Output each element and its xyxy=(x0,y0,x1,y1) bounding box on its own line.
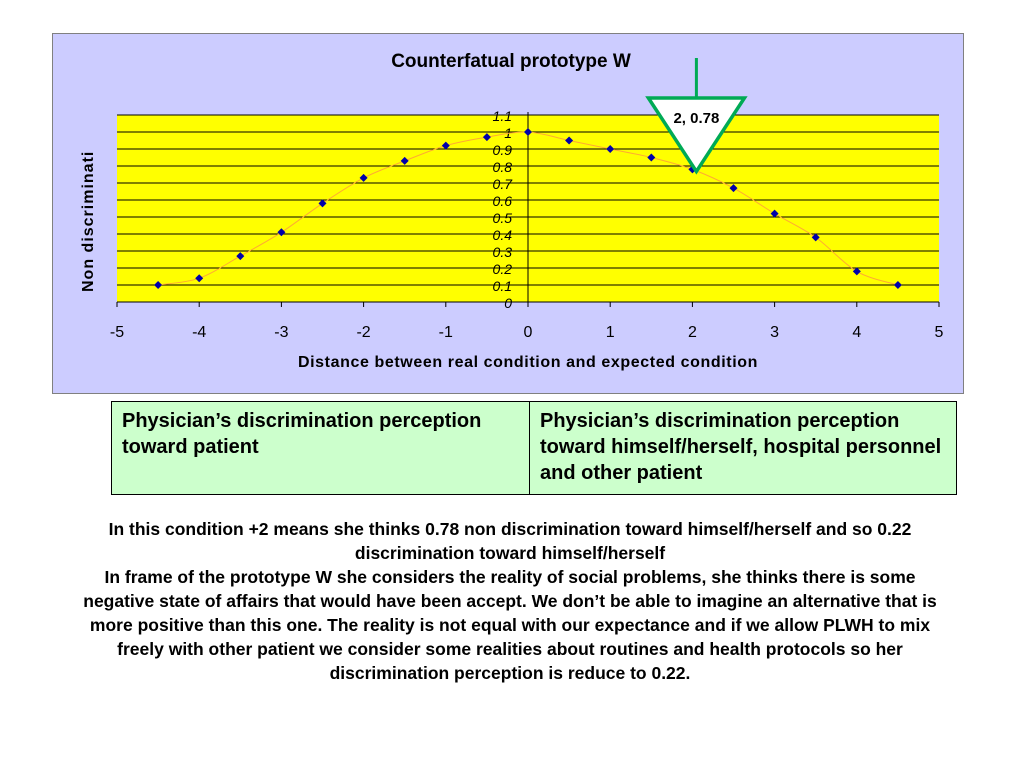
data-point xyxy=(647,153,656,162)
axes xyxy=(116,112,940,307)
x-tick-label: 0 xyxy=(524,324,533,341)
x-tick-label: 1 xyxy=(606,324,615,341)
data-point xyxy=(195,274,204,283)
data-point xyxy=(236,252,245,261)
x-tick-labels: -5 -4 -3 -2 -1 0 1 2 3 4 5 xyxy=(110,324,944,341)
data-point xyxy=(277,228,286,237)
chart-svg: Counterfatual prototype W 00.10.20.30.40… xyxy=(80,51,944,371)
legend-cell-self: Physician’s discrimination perception to… xyxy=(529,401,957,495)
y-tick-labels: 00.10.20.30.40.50.60.70.80.911.1 xyxy=(493,108,514,311)
data-point xyxy=(770,209,779,218)
x-tick-label: 2 xyxy=(688,324,697,341)
x-tick-label: -4 xyxy=(192,324,206,341)
data-points xyxy=(154,128,902,289)
legend-cell-patient: Physician’s discrimination perception to… xyxy=(111,401,530,495)
chart-container: Counterfatual prototype W 0 0.1 0.2 0.3 0.4 0… xyxy=(52,33,964,394)
x-tick-label: 3 xyxy=(770,324,779,341)
data-point xyxy=(893,281,902,289)
y-tick-label: 0.9 xyxy=(493,142,513,158)
y-tick-label: 0.4 xyxy=(493,227,513,243)
y-tick-label: 0.5 xyxy=(493,210,513,226)
data-point xyxy=(482,133,491,142)
annotation-label: 2, 0.78 xyxy=(673,110,719,127)
data-point xyxy=(606,145,615,153)
x-tick-label: -5 xyxy=(110,324,124,341)
explanation-text: In this condition +2 means she thinks 0.… xyxy=(80,517,940,685)
data-point xyxy=(441,141,450,150)
data-point xyxy=(359,173,368,182)
data-point xyxy=(524,128,532,136)
x-tick-label: -3 xyxy=(274,324,288,341)
data-point xyxy=(811,233,820,242)
x-tick-label: 5 xyxy=(935,324,944,341)
y-tick-label: 0 xyxy=(504,295,512,311)
x-tick-label: 4 xyxy=(852,324,861,341)
data-point xyxy=(729,184,738,193)
x-tick-label: -1 xyxy=(439,324,453,341)
y-tick-label: 0.2 xyxy=(493,261,513,277)
data-point xyxy=(154,281,163,289)
y-tick-label: 0.6 xyxy=(493,193,513,209)
y-tick-label: 0.8 xyxy=(493,159,513,175)
chart-title: Counterfatual prototype W xyxy=(391,51,631,72)
data-point xyxy=(400,156,409,165)
data-point xyxy=(318,199,327,208)
annotation-callout: 2, 0.78 xyxy=(645,58,748,175)
y-axis-label: Non discriminati xyxy=(80,151,97,292)
y-tick-label: 0.1 xyxy=(493,278,512,294)
x-axis-label: Distance between real condition and expe… xyxy=(298,354,758,371)
annotation-triangle xyxy=(645,96,748,175)
data-point xyxy=(852,267,861,276)
y-tick-label: 1.1 xyxy=(493,108,512,124)
y-tick-label: 0.3 xyxy=(493,244,513,260)
legend-table: Physician’s discrimination perception to… xyxy=(111,401,957,495)
x-tick-label: -2 xyxy=(356,324,370,341)
explanation-line-1: In this condition +2 means she thinks 0.… xyxy=(108,519,912,563)
y-tick-label: 0.7 xyxy=(493,176,514,192)
data-point xyxy=(565,136,574,145)
explanation-line-2: In frame of the prototype W she consider… xyxy=(83,567,937,683)
